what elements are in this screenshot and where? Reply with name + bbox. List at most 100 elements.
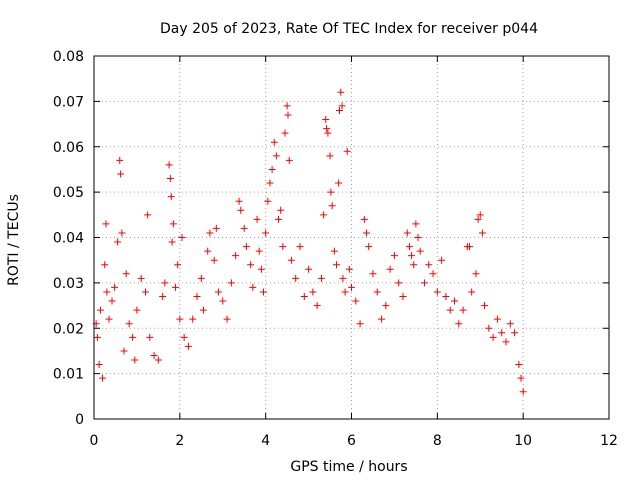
x-tick-label: 10: [514, 433, 532, 449]
chart-title: Day 205 of 2023, Rate Of TEC Index for r…: [160, 21, 538, 37]
data-point: [399, 292, 407, 300]
y-tick-label: 0.01: [53, 367, 84, 383]
data-point: [322, 116, 330, 124]
data-point: [174, 261, 182, 269]
data-point: [206, 229, 214, 237]
y-tick-label: 0.04: [53, 231, 84, 247]
data-point: [352, 297, 360, 305]
data-point: [214, 288, 222, 296]
data-point: [485, 324, 493, 332]
y-tick-label: 0.06: [53, 140, 84, 156]
data-point: [277, 206, 285, 214]
data-point: [118, 229, 126, 237]
data-point: [296, 243, 304, 251]
data-point: [309, 288, 317, 296]
data-point: [317, 274, 325, 282]
data-point: [356, 320, 364, 328]
y-tick-label: 0: [75, 412, 84, 428]
data-point: [345, 265, 353, 273]
data-point: [268, 165, 276, 173]
data-point: [247, 261, 255, 269]
data-point: [272, 152, 280, 160]
data-point: [146, 333, 154, 341]
data-point: [262, 229, 270, 237]
data-point: [405, 243, 413, 251]
data-point: [369, 270, 377, 278]
data-point: [223, 315, 231, 323]
data-point: [478, 229, 486, 237]
data-point: [390, 252, 398, 260]
data-point: [125, 320, 133, 328]
tick-labels: 0 2 4 6 8 10 12 0 0.01 0.02 0.03 0.04 0.05 0.06 0.07 0.…: [53, 49, 618, 449]
data-point: [184, 342, 192, 350]
data-point: [365, 243, 373, 251]
data-point: [328, 202, 336, 210]
data-point: [414, 234, 422, 241]
data-point: [281, 129, 289, 137]
data-point: [339, 274, 347, 282]
data-point: [287, 256, 295, 264]
data-point: [235, 197, 243, 205]
y-tick-label: 0.03: [53, 276, 84, 292]
data-point: [227, 279, 235, 287]
y-tick-label: 0.02: [53, 321, 84, 337]
data-point: [292, 274, 300, 282]
data-point: [472, 270, 480, 278]
data-point: [93, 333, 101, 341]
y-tick-label: 0.08: [53, 49, 84, 65]
data-point: [279, 243, 287, 251]
data-point: [489, 333, 497, 341]
data-point: [240, 224, 248, 232]
data-point: [99, 374, 107, 382]
data-point: [172, 283, 180, 291]
data-point: [197, 274, 205, 282]
data-point: [117, 170, 125, 178]
data-point: [264, 197, 272, 205]
data-point: [403, 229, 411, 237]
data-point: [425, 261, 433, 269]
data-point: [395, 279, 403, 287]
data-point: [327, 188, 335, 196]
x-tick-label: 8: [433, 433, 442, 449]
data-point: [382, 302, 390, 310]
x-tick-label: 2: [175, 433, 184, 449]
data-point: [412, 220, 420, 228]
data-point: [378, 315, 386, 323]
data-point: [285, 156, 293, 164]
data-point: [323, 125, 331, 133]
data-point: [232, 252, 240, 260]
data-point: [120, 347, 128, 355]
data-point: [166, 175, 174, 183]
data-point: [305, 265, 313, 273]
data-point: [438, 256, 446, 264]
data-point: [131, 356, 139, 364]
data-point: [199, 306, 207, 314]
data-point: [283, 102, 291, 110]
data-point: [326, 152, 334, 160]
y-axis-label: ROTI / TECUs: [6, 194, 22, 286]
data-point: [476, 211, 484, 219]
data-point: [429, 270, 437, 278]
data-point: [511, 329, 519, 337]
data-point: [257, 265, 265, 273]
data-point: [446, 306, 454, 314]
x-tick-label: 6: [347, 433, 356, 449]
data-point: [129, 333, 137, 341]
data-point: [515, 361, 523, 369]
data-point: [137, 274, 145, 282]
data-point: [102, 220, 110, 228]
data-point: [320, 211, 328, 219]
data-point: [165, 161, 173, 169]
data-points: [92, 88, 527, 396]
data-point: [193, 292, 201, 300]
data-point: [167, 193, 175, 201]
data-point: [142, 288, 149, 296]
data-point: [237, 206, 245, 214]
data-point: [180, 333, 188, 341]
data-point: [481, 302, 489, 310]
data-point: [204, 247, 212, 255]
data-point: [451, 297, 458, 305]
data-point: [103, 288, 111, 296]
data-point: [219, 297, 227, 305]
